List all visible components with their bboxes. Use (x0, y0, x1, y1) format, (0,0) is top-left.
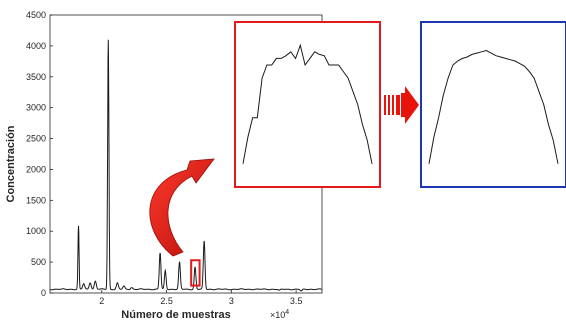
y-tick-label: 4000 (26, 41, 46, 51)
zoom-panel-raw (234, 21, 381, 188)
block-arrow (384, 86, 419, 124)
y-axis-label: Concentración (5, 125, 17, 202)
x-multiplier-base: ×10 (270, 310, 285, 320)
y-axis-ticks: 0 500 1000 1500 2000 2500 3000 3500 4000 4500 (26, 10, 53, 298)
y-tick-label: 2500 (26, 134, 46, 144)
x-multiplier-exponent: 4 (285, 309, 289, 316)
y-tick-label: 4500 (26, 10, 46, 20)
y-tick-label: 2000 (26, 164, 46, 174)
x-axis-multiplier: ×104 (270, 309, 289, 320)
zoom-region-marker (190, 259, 201, 287)
y-tick-label: 3000 (26, 103, 46, 113)
x-axis-label: Número de muestras (121, 309, 230, 321)
y-tick-label: 500 (31, 257, 46, 267)
x-tick-label: 3 (229, 296, 234, 306)
y-tick-label: 1000 (26, 226, 46, 236)
x-tick-label: 2.5 (160, 296, 173, 306)
raw-peak-trace (242, 43, 373, 164)
y-tick-label: 1500 (26, 195, 46, 205)
x-tick-label: 2 (99, 296, 104, 306)
curved-arrow (149, 158, 215, 257)
y-tick-label: 0 (41, 288, 46, 298)
x-tick-label: 3.5 (290, 296, 303, 306)
chromatogram-trace (49, 39, 323, 292)
smoothed-peak-trace (428, 49, 559, 164)
x-axis-ticks: 2 2.5 3 3.5 (99, 290, 302, 306)
zoom-panel-smoothed (420, 21, 566, 188)
y-tick-label: 3500 (26, 72, 46, 82)
